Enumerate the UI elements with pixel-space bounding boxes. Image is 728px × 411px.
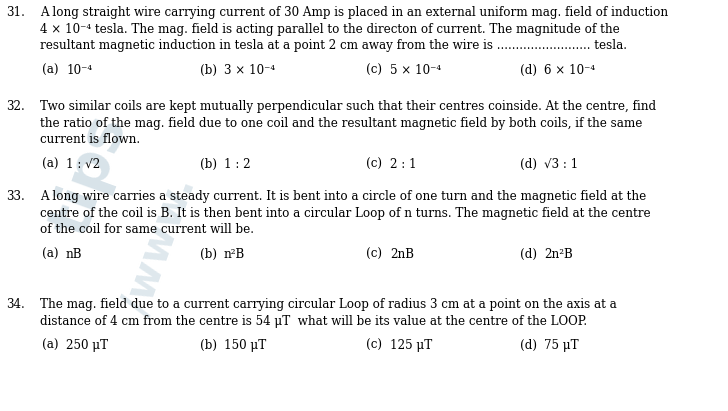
Text: (c): (c) xyxy=(366,157,382,171)
Text: tips: tips xyxy=(42,107,138,244)
Text: (a): (a) xyxy=(42,157,58,171)
Text: 32.: 32. xyxy=(6,100,25,113)
Text: of the coil for same current will be.: of the coil for same current will be. xyxy=(40,223,254,236)
Text: (a): (a) xyxy=(42,247,58,261)
Text: 4 × 10⁻⁴ tesla. The mag. field is acting parallel to the directon of current. Th: 4 × 10⁻⁴ tesla. The mag. field is acting… xyxy=(40,23,620,35)
Text: 34.: 34. xyxy=(6,298,25,311)
Text: (b): (b) xyxy=(200,339,217,352)
Text: (c): (c) xyxy=(366,247,382,261)
Text: the ratio of the mag. field due to one coil and the resultant magnetic field by : the ratio of the mag. field due to one c… xyxy=(40,116,642,129)
Text: (a): (a) xyxy=(42,339,58,352)
Text: 75 μT: 75 μT xyxy=(544,339,579,352)
Text: distance of 4 cm from the centre is 54 μT  what will be its value at the centre : distance of 4 cm from the centre is 54 μ… xyxy=(40,314,587,328)
Text: n²B: n²B xyxy=(224,247,245,261)
Text: 150 μT: 150 μT xyxy=(224,339,266,352)
Text: √3 : 1: √3 : 1 xyxy=(544,157,578,171)
Text: 2nB: 2nB xyxy=(390,247,414,261)
Text: 3 × 10⁻⁴: 3 × 10⁻⁴ xyxy=(224,64,275,76)
Text: (d): (d) xyxy=(520,339,537,352)
Text: 125 μT: 125 μT xyxy=(390,339,432,352)
Text: /www.: /www. xyxy=(116,171,205,320)
Text: centre of the coil is B. It is then bent into a circular Loop of n turns. The ma: centre of the coil is B. It is then bent… xyxy=(40,206,651,219)
Text: The mag. field due to a current carrying circular Loop of radius 3 cm at a point: The mag. field due to a current carrying… xyxy=(40,298,617,311)
Text: (d): (d) xyxy=(520,64,537,76)
Text: A long wire carries a steady current. It is bent into a circle of one turn and t: A long wire carries a steady current. It… xyxy=(40,190,646,203)
Text: 2 : 1: 2 : 1 xyxy=(390,157,416,171)
Text: (b): (b) xyxy=(200,247,217,261)
Text: 1 : √2: 1 : √2 xyxy=(66,157,100,171)
Text: (b): (b) xyxy=(200,157,217,171)
Text: resultant magnetic induction in tesla at a point 2 cm away from the wire is ....: resultant magnetic induction in tesla at… xyxy=(40,39,627,52)
Text: 5 × 10⁻⁴: 5 × 10⁻⁴ xyxy=(390,64,441,76)
Text: (d): (d) xyxy=(520,157,537,171)
Text: (b): (b) xyxy=(200,64,217,76)
Text: 33.: 33. xyxy=(6,190,25,203)
Text: current is flown.: current is flown. xyxy=(40,133,140,146)
Text: (d): (d) xyxy=(520,247,537,261)
Text: 6 × 10⁻⁴: 6 × 10⁻⁴ xyxy=(544,64,595,76)
Text: A long straight wire carrying current of 30 Amp is placed in an external uniform: A long straight wire carrying current of… xyxy=(40,6,668,19)
Text: Two similar coils are kept mutually perpendicular such that their centres coinsi: Two similar coils are kept mutually perp… xyxy=(40,100,656,113)
Text: 250 μT: 250 μT xyxy=(66,339,108,352)
Text: (a): (a) xyxy=(42,64,58,76)
Text: 10⁻⁴: 10⁻⁴ xyxy=(66,64,92,76)
Text: 1 : 2: 1 : 2 xyxy=(224,157,250,171)
Text: (c): (c) xyxy=(366,64,382,76)
Text: 2n²B: 2n²B xyxy=(544,247,573,261)
Text: 31.: 31. xyxy=(6,6,25,19)
Text: nB: nB xyxy=(66,247,82,261)
Text: (c): (c) xyxy=(366,339,382,352)
